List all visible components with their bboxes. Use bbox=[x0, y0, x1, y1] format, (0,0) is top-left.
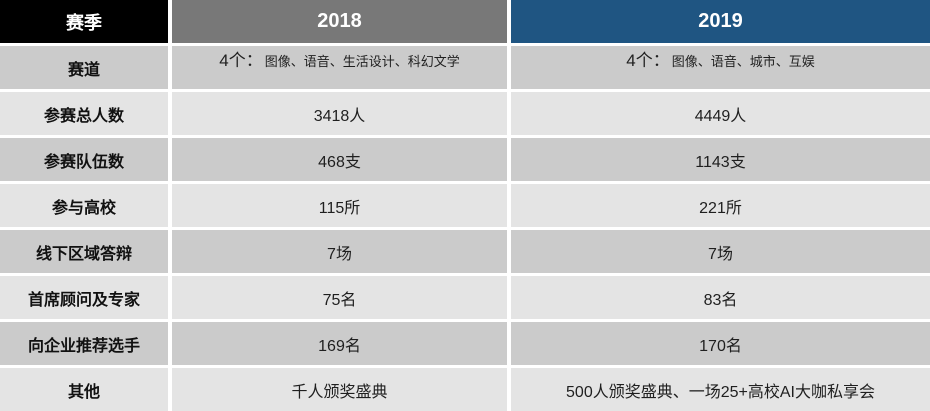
cell-2019-recommended: 170名 bbox=[511, 322, 930, 365]
track-list-2018: 图像、语音、生活设计、科幻文学 bbox=[264, 54, 460, 69]
cell-2019-universities: 221所 bbox=[511, 184, 930, 227]
header-2018: 2018 bbox=[172, 0, 507, 43]
label-recommended: 向企业推荐选手 bbox=[0, 322, 168, 365]
cell-2018-teams: 468支 bbox=[172, 138, 507, 181]
cell-2019-participants: 4449人 bbox=[511, 92, 930, 135]
cell-2019-track: 4个： 图像、语音、城市、互娱 bbox=[511, 46, 930, 89]
cell-2018-advisors: 75名 bbox=[172, 276, 507, 319]
cell-2018-track: 4个： 图像、语音、生活设计、科幻文学 bbox=[172, 46, 507, 89]
label-teams: 参赛队伍数 bbox=[0, 138, 168, 181]
cell-2018-other: 千人颁奖盛典 bbox=[172, 368, 507, 411]
label-defenses: 线下区域答辩 bbox=[0, 230, 168, 273]
label-track: 赛道 bbox=[0, 46, 168, 89]
cell-2018-recommended: 169名 bbox=[172, 322, 507, 365]
cell-2018-defenses: 7场 bbox=[172, 230, 507, 273]
header-2019: 2019 bbox=[511, 0, 930, 43]
track-count-2019: 4个： bbox=[626, 51, 670, 70]
cell-2019-defenses: 7场 bbox=[511, 230, 930, 273]
track-count-2018: 4个： bbox=[219, 51, 263, 70]
header-season: 赛季 bbox=[0, 0, 168, 43]
label-universities: 参与高校 bbox=[0, 184, 168, 227]
cell-2019-advisors: 83名 bbox=[511, 276, 930, 319]
label-participants: 参赛总人数 bbox=[0, 92, 168, 135]
cell-2019-other: 500人颁奖盛典、一场25+高校AI大咖私享会 bbox=[511, 368, 930, 411]
label-advisors: 首席顾问及专家 bbox=[0, 276, 168, 319]
cell-2018-participants: 3418人 bbox=[172, 92, 507, 135]
label-other: 其他 bbox=[0, 368, 168, 411]
cell-2018-universities: 115所 bbox=[172, 184, 507, 227]
cell-2019-teams: 1143支 bbox=[511, 138, 930, 181]
track-list-2019: 图像、语音、城市、互娱 bbox=[671, 54, 815, 69]
